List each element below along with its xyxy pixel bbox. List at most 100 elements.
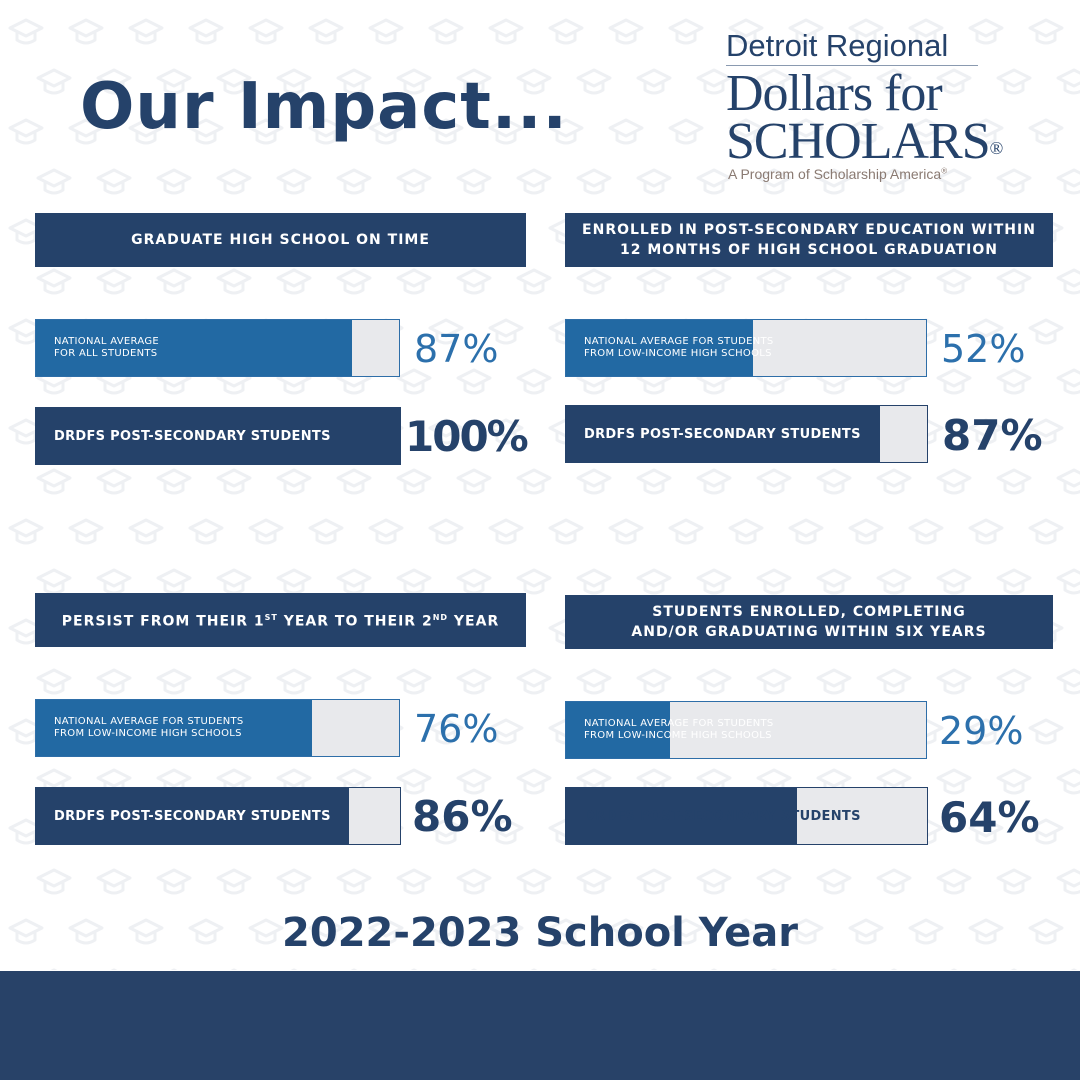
panel-4-national-value: 29% bbox=[939, 709, 1024, 753]
graduation-cap-icon bbox=[728, 18, 764, 45]
graduation-cap-icon bbox=[696, 68, 732, 95]
graduation-cap-icon bbox=[696, 168, 732, 195]
graduation-cap-icon bbox=[876, 468, 912, 495]
graduation-cap-icon bbox=[936, 468, 972, 495]
panel-2-drdfs-bar: DRDFS POST-SECONDARY STUDENTS bbox=[565, 405, 928, 463]
graduation-cap-icon bbox=[216, 568, 252, 595]
graduation-cap-icon bbox=[188, 518, 224, 545]
graduation-cap-icon bbox=[996, 868, 1032, 895]
graduation-cap-icon bbox=[756, 668, 792, 695]
graduation-cap-icon bbox=[456, 268, 492, 295]
graduation-cap-icon bbox=[456, 68, 492, 95]
graduation-cap-icon bbox=[188, 18, 224, 45]
graduation-cap-icon bbox=[96, 668, 132, 695]
graduation-cap-icon bbox=[248, 118, 284, 145]
graduation-cap-icon bbox=[968, 318, 1004, 345]
graduation-cap-icon bbox=[156, 568, 192, 595]
panel-3-drdfs-fill bbox=[36, 788, 350, 844]
graduation-cap-icon bbox=[428, 818, 464, 845]
graduation-cap-icon bbox=[876, 268, 912, 295]
panel-1-header: GRADUATE HIGH SCHOOL ON TIME bbox=[35, 213, 526, 267]
graduation-cap-icon bbox=[276, 268, 312, 295]
graduation-cap-icon bbox=[996, 668, 1032, 695]
graduation-cap-icon bbox=[968, 18, 1004, 45]
graduation-cap-icon bbox=[308, 918, 344, 945]
graduation-cap-icon bbox=[756, 268, 792, 295]
panel-1-drdfs-value: 100% bbox=[405, 412, 529, 461]
graduation-cap-icon bbox=[248, 18, 284, 45]
graduation-cap-icon bbox=[968, 518, 1004, 545]
graduation-cap-icon bbox=[216, 668, 252, 695]
organization-logo: Detroit Regional Dollars for SCHOLARS® A… bbox=[726, 28, 1026, 188]
graduation-cap-icon bbox=[96, 568, 132, 595]
graduation-cap-icon bbox=[936, 668, 972, 695]
panel-4-drdfs-value: 64% bbox=[939, 793, 1040, 842]
graduation-cap-icon bbox=[128, 518, 164, 545]
graduation-cap-icon bbox=[336, 68, 372, 95]
graduation-cap-icon bbox=[156, 68, 192, 95]
panel-4-national-bar: NATIONAL AVERAGE FOR STUDENTS FROM LOW-I… bbox=[565, 701, 927, 759]
panel-4-title: STUDENTS ENROLLED, COMPLETING AND/OR GRA… bbox=[631, 604, 987, 640]
panel-3-title: PERSIST FROM THEIR 1ST YEAR TO THEIR 2ND… bbox=[61, 613, 500, 630]
graduation-cap-icon bbox=[396, 468, 432, 495]
graduation-cap-icon bbox=[68, 918, 104, 945]
graduation-cap-icon bbox=[576, 868, 612, 895]
graduation-cap-icon bbox=[668, 118, 704, 145]
graduation-cap-icon bbox=[1028, 118, 1064, 145]
graduation-cap-icon bbox=[308, 118, 344, 145]
graduation-cap-icon bbox=[156, 468, 192, 495]
panel-1-national-value: 87% bbox=[414, 327, 499, 371]
graduation-cap-icon bbox=[908, 18, 944, 45]
graduation-cap-icon bbox=[36, 668, 72, 695]
panel-3-national-value: 76% bbox=[414, 707, 499, 751]
graduation-cap-icon bbox=[36, 268, 72, 295]
graduation-cap-icon bbox=[548, 518, 584, 545]
graduation-cap-icon bbox=[908, 518, 944, 545]
graduation-cap-icon bbox=[336, 268, 372, 295]
graduation-cap-icon bbox=[696, 568, 732, 595]
panel-2-drdfs-label: DRDFS POST-SECONDARY STUDENTS bbox=[584, 426, 861, 442]
graduation-cap-icon bbox=[876, 868, 912, 895]
graduation-cap-icon bbox=[276, 68, 312, 95]
graduation-cap-icon bbox=[396, 268, 432, 295]
panel-1-drdfs-label: DRDFS POST-SECONDARY STUDENTS bbox=[54, 428, 331, 444]
logo-registered-mark: ® bbox=[989, 138, 1004, 158]
graduation-cap-icon bbox=[1056, 268, 1080, 295]
graduation-cap-icon bbox=[216, 868, 252, 895]
graduation-cap-icon bbox=[516, 68, 552, 95]
graduation-cap-icon bbox=[36, 568, 72, 595]
graduation-cap-icon bbox=[668, 918, 704, 945]
graduation-cap-icon bbox=[996, 568, 1032, 595]
graduation-cap-icon bbox=[608, 918, 644, 945]
panel-3-national-bar: NATIONAL AVERAGE FOR STUDENTS FROM LOW-I… bbox=[35, 699, 400, 757]
graduation-cap-icon bbox=[68, 18, 104, 45]
graduation-cap-icon bbox=[456, 568, 492, 595]
graduation-cap-icon bbox=[1028, 318, 1064, 345]
graduation-cap-icon bbox=[8, 918, 44, 945]
graduation-cap-icon bbox=[516, 168, 552, 195]
panel-2-national-value: 52% bbox=[941, 327, 1026, 371]
graduation-cap-icon bbox=[848, 118, 884, 145]
graduation-cap-icon bbox=[428, 718, 464, 745]
graduation-cap-icon bbox=[608, 118, 644, 145]
graduation-cap-icon bbox=[36, 68, 72, 95]
graduation-cap-icon bbox=[788, 518, 824, 545]
graduation-cap-icon bbox=[488, 918, 524, 945]
graduation-cap-icon bbox=[728, 118, 764, 145]
graduation-cap-icon bbox=[336, 168, 372, 195]
graduation-cap-icon bbox=[456, 168, 492, 195]
panel-2-national-bar: NATIONAL AVERAGE FOR STUDENTS FROM LOW-I… bbox=[565, 319, 927, 377]
graduation-cap-icon bbox=[968, 118, 1004, 145]
panel-2-national-fill bbox=[566, 320, 754, 376]
graduation-cap-icon bbox=[96, 168, 132, 195]
graduation-cap-icon bbox=[968, 418, 1004, 445]
graduation-cap-icon bbox=[1056, 68, 1080, 95]
graduation-cap-icon bbox=[396, 768, 432, 795]
graduation-cap-icon bbox=[96, 868, 132, 895]
graduation-cap-icon bbox=[396, 368, 432, 395]
graduation-cap-icon bbox=[336, 668, 372, 695]
graduation-cap-icon bbox=[396, 68, 432, 95]
graduation-cap-icon bbox=[156, 668, 192, 695]
panel-1-national-bar: NATIONAL AVERAGE FOR ALL STUDENTS bbox=[35, 319, 400, 377]
panel-3-drdfs-bar: DRDFS POST-SECONDARY STUDENTS bbox=[35, 787, 401, 845]
